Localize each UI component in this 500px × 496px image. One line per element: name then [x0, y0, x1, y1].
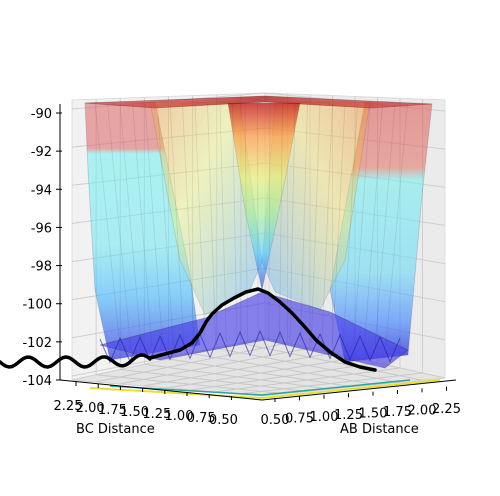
ab-tick-label: 0.50	[261, 413, 290, 428]
z-axis-ticks: -90 -92 -94 -96 -98 -100 -102 -104	[22, 107, 62, 389]
bc-tick-label: 1.50	[120, 405, 149, 420]
ab-tick-label: 1.00	[310, 410, 339, 425]
mesh-line	[289, 103, 296, 342]
axis-lines	[59, 104, 457, 401]
contour-line-yellow	[89, 379, 441, 400]
mesh-line	[310, 103, 321, 343]
floor-grid-line	[192, 353, 377, 386]
ab-axis-title: AB Distance	[340, 422, 419, 437]
floor-grid-line	[238, 372, 423, 395]
ab-tick-label: 2.25	[432, 402, 461, 417]
bc-tick-label: 0.75	[187, 411, 216, 426]
ab-axis-ticks: 0.500.751.001.251.501.752.002.25	[261, 386, 461, 428]
z-tick-label: -92	[31, 145, 52, 160]
mesh-line	[107, 103, 132, 348]
mesh-line	[132, 103, 153, 347]
z-tick-label: -94	[31, 183, 52, 198]
bc-tick-label: 1.75	[98, 403, 127, 418]
mesh-line	[119, 103, 142, 348]
mesh-line	[169, 103, 185, 345]
ab-tick-label: 1.50	[359, 407, 388, 422]
bc-tick-label: 2.25	[54, 399, 83, 414]
mesh-line	[342, 103, 358, 345]
ab-tick-label: 1.25	[334, 408, 363, 423]
mesh-line	[374, 103, 396, 347]
contour-line-teal	[109, 379, 411, 396]
ab-tick-label: 0.75	[285, 411, 314, 426]
floor-grid-line	[214, 367, 401, 393]
mesh-line	[94, 103, 121, 349]
bc-axis-line	[59, 379, 263, 401]
ab-tick-label: 1.75	[383, 405, 412, 420]
z-tick-label: -102	[22, 336, 52, 351]
floor-contours	[89, 379, 441, 400]
z-tick-label: -96	[31, 221, 52, 236]
floor-grid-line	[190, 362, 378, 391]
mesh-line	[244, 103, 248, 341]
mesh-line	[157, 103, 174, 346]
z-tick-label: -104	[22, 374, 52, 389]
bc-axis-ticks: 2.252.001.751.501.251.000.750.50	[54, 382, 238, 428]
z-tick-label: -98	[31, 260, 52, 275]
ab-axis-line	[261, 379, 457, 401]
mesh-line	[300, 103, 308, 343]
bc-tick-label: 2.00	[76, 401, 105, 416]
floor-grid-line	[166, 357, 356, 389]
ab-tick-label: 2.00	[408, 403, 437, 418]
mesh-line	[144, 103, 163, 346]
energy-surface	[84, 95, 433, 369]
mesh-line	[194, 103, 206, 344]
mesh-line	[353, 103, 371, 346]
bc-tick-label: 1.00	[165, 409, 194, 424]
mesh-line	[321, 103, 333, 344]
mesh-line	[207, 103, 217, 343]
mesh-line	[257, 103, 259, 341]
mesh-line	[232, 103, 238, 342]
mesh-line	[182, 103, 195, 344]
bc-axis-title: BC Distance	[76, 422, 155, 437]
floor-grid-line	[216, 348, 400, 383]
bc-tick-label: 0.50	[209, 413, 238, 428]
z-tick-label: -90	[31, 107, 52, 122]
trajectory-line	[0, 287, 377, 372]
z-tick-label: -100	[22, 298, 52, 313]
mesh-line	[268, 103, 271, 341]
mesh-line	[364, 103, 383, 347]
bc-tick-label: 1.25	[142, 407, 171, 422]
mesh-line	[385, 103, 408, 348]
surface-top-rim	[84, 95, 433, 109]
mesh-line	[332, 103, 346, 345]
floor-grid-line	[240, 342, 423, 381]
